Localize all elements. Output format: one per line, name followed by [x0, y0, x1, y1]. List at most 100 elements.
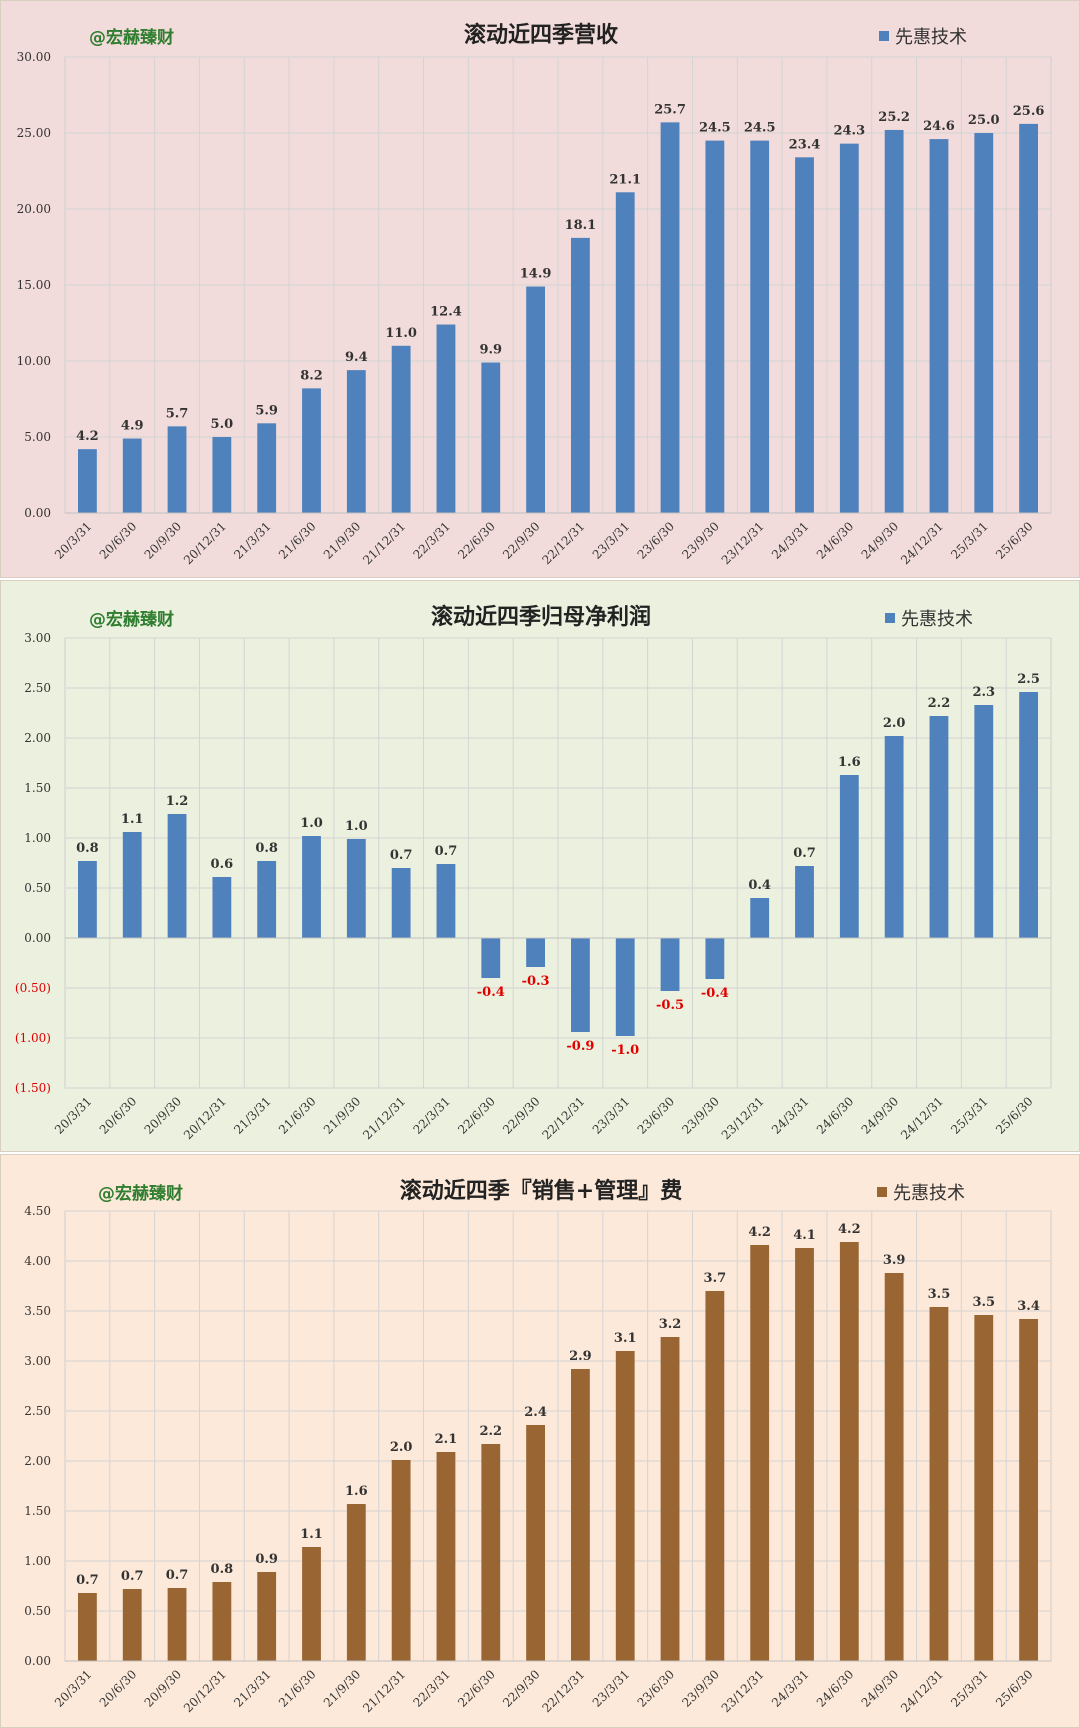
data-label: 25.0	[968, 113, 1000, 128]
chart-background	[1, 581, 1079, 1151]
bar	[1019, 123, 1039, 513]
data-label: 2.2	[928, 696, 951, 711]
bar	[929, 139, 949, 513]
data-label: 0.8	[211, 1562, 234, 1577]
data-label: -0.5	[656, 998, 684, 1013]
bar	[167, 814, 187, 938]
bar	[436, 1452, 456, 1661]
bar	[615, 1351, 635, 1661]
legend-swatch	[877, 1187, 887, 1197]
bar	[929, 716, 949, 938]
bar	[302, 836, 321, 938]
bar	[974, 1315, 994, 1661]
y-tick-label: 4.50	[24, 1204, 51, 1218]
bar	[346, 1504, 366, 1661]
y-tick-label: 3.50	[24, 1304, 51, 1318]
watermark: @宏赫臻财	[98, 1184, 183, 1204]
bar	[526, 286, 546, 513]
data-label: 24.6	[923, 119, 955, 134]
bar	[660, 938, 680, 991]
bar	[391, 1460, 411, 1661]
bar	[436, 324, 456, 513]
data-label: 2.3	[972, 685, 995, 700]
revenue-chart-panel: 0.00 5.00 10.00 15.00 20.00 25.00 30.00 4.2 20/3…	[0, 0, 1080, 578]
data-label: -0.4	[701, 986, 729, 1001]
bar	[77, 861, 97, 938]
data-label: 2.9	[569, 1349, 592, 1364]
bar	[122, 832, 142, 938]
bar	[212, 1582, 232, 1661]
bar	[705, 938, 725, 979]
bar	[750, 1245, 770, 1661]
chart-title: 滚动近四季归母净利润	[430, 604, 651, 630]
bar	[1019, 692, 1039, 938]
bar	[839, 775, 859, 938]
bar	[257, 1572, 277, 1661]
y-tick-label: 2.50	[24, 681, 51, 695]
bar	[839, 143, 859, 513]
bar	[391, 868, 411, 938]
bar	[167, 1588, 187, 1661]
data-label: 8.2	[300, 368, 323, 383]
data-label: 0.4	[748, 878, 771, 893]
bar	[526, 1425, 546, 1661]
data-label: 24.3	[833, 124, 865, 139]
bar	[77, 1593, 97, 1661]
bar	[705, 140, 725, 513]
data-label: 2.1	[435, 1432, 458, 1447]
data-label: 4.9	[121, 419, 144, 434]
chart-title: 滚动近四季『销售+管理』费	[399, 1178, 683, 1204]
bar	[929, 1307, 949, 1661]
y-tick-label: 2.00	[24, 1454, 51, 1468]
data-label: 18.1	[565, 218, 597, 233]
data-label: 4.1	[793, 1228, 816, 1243]
bar	[974, 133, 994, 513]
net-profit-chart: (1.50) (1.00) (0.50) 0.00 0.50 1.00 1.50 2.00 2.…	[1, 581, 1079, 1151]
bar	[884, 129, 904, 513]
y-tick-label: 0.00	[24, 506, 51, 520]
y-tick-label: 0.00	[24, 931, 51, 945]
y-tick-label: 25.00	[17, 126, 51, 140]
bar	[481, 1444, 501, 1661]
y-tick-label: (0.50)	[15, 981, 51, 995]
data-label: -0.4	[477, 985, 505, 1000]
y-tick-label: 4.00	[24, 1254, 51, 1268]
data-label: 4.2	[76, 429, 99, 444]
legend-label: 先惠技术	[893, 1183, 965, 1204]
bar	[615, 938, 635, 1036]
y-tick-label: (1.50)	[15, 1081, 51, 1095]
bar	[750, 140, 770, 513]
bar	[346, 839, 366, 938]
bar	[615, 192, 635, 513]
legend-swatch	[885, 613, 895, 623]
bar	[302, 1547, 321, 1661]
bar	[660, 1337, 680, 1661]
bar	[1019, 1319, 1039, 1661]
data-label: 3.5	[972, 1295, 995, 1310]
legend-label: 先惠技术	[901, 609, 973, 630]
data-label: 3.7	[704, 1271, 727, 1286]
data-label: 14.9	[520, 267, 552, 282]
legend-label: 先惠技术	[895, 27, 967, 48]
data-label: 3.2	[659, 1317, 682, 1332]
y-tick-label: 0.50	[24, 1604, 51, 1618]
data-label: 9.4	[345, 350, 368, 365]
bar	[795, 866, 814, 938]
data-label: 3.1	[614, 1331, 637, 1346]
y-tick-label: 20.00	[17, 202, 51, 216]
data-label: 0.7	[435, 844, 458, 859]
data-label: 2.0	[883, 716, 906, 731]
expense-chart-panel: 0.00 0.50 1.00 1.50 2.00 2.50 3.00 3.50 4.00 4.50…	[0, 1154, 1080, 1728]
watermark: @宏赫臻财	[89, 610, 174, 630]
data-label: 0.7	[166, 1568, 189, 1583]
bar	[570, 938, 590, 1032]
y-tick-label: 5.00	[24, 430, 51, 444]
data-label: 2.5	[1017, 672, 1040, 687]
watermark: @宏赫臻财	[89, 28, 174, 48]
bar	[750, 898, 770, 938]
legend-swatch	[879, 31, 889, 41]
data-label: 3.9	[883, 1253, 906, 1268]
data-label: 0.9	[255, 1552, 278, 1567]
data-label: 1.2	[166, 794, 189, 809]
bar	[660, 122, 680, 514]
